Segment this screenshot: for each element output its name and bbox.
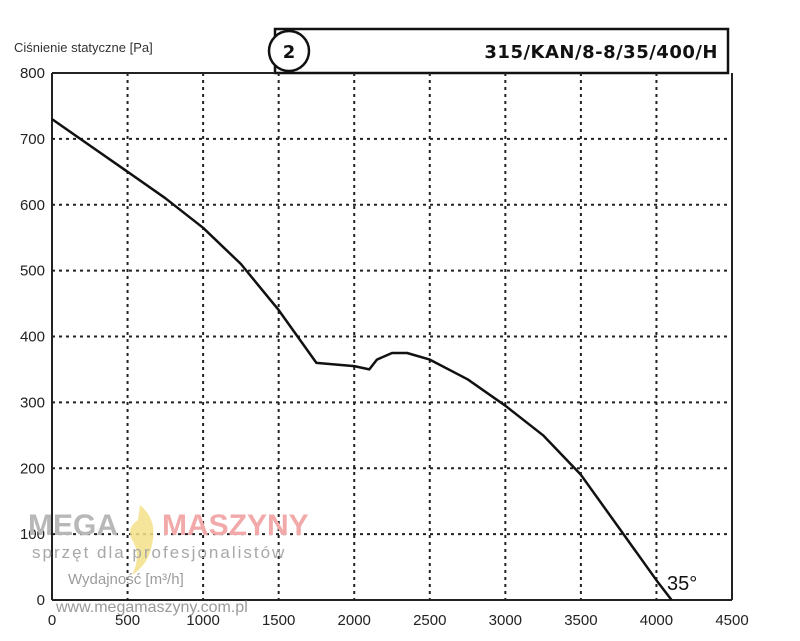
model-number-circle <box>267 29 311 73</box>
watermark-flame-icon <box>130 505 154 575</box>
y-tick-label: 300 <box>20 394 45 411</box>
watermark-brand-left: MEGA <box>28 509 118 542</box>
x-axis-title: Wydajność [m³/h] <box>68 571 184 588</box>
x-tick-label: 1000 <box>186 612 219 629</box>
axes <box>51 72 733 601</box>
x-tick-labels: 0 500 1000 1500 2000 2500 3000 3500 4000 4500 <box>48 612 749 629</box>
y-tick-label: 800 <box>20 65 45 82</box>
y-tick-labels: 0 100 200 300 400 500 600 700 800 <box>20 65 45 609</box>
x-tick-label: 2000 <box>338 612 371 629</box>
model-number: 2 <box>283 42 296 63</box>
x-tick-label: 2500 <box>413 612 446 629</box>
y-tick-label: 500 <box>20 263 45 280</box>
x-tick-label: 4000 <box>640 612 673 629</box>
watermark-url: www.megamaszyny.com.pl <box>55 599 248 616</box>
y-tick-label: 200 <box>20 460 45 477</box>
x-tick-label: 4500 <box>715 612 748 629</box>
x-tick-label: 3000 <box>489 612 522 629</box>
y-tick-label: 700 <box>20 131 45 148</box>
x-tick-label: 3500 <box>564 612 597 629</box>
y-axis-title: Ciśnienie statyczne [Pa] <box>14 40 153 55</box>
x-tick-label: 0 <box>48 612 56 629</box>
y-tick-label: 400 <box>20 329 45 346</box>
series-label: 35° <box>667 573 697 595</box>
y-tick-label: 0 <box>37 592 45 609</box>
watermark-brand-right: MASZYNY <box>162 509 309 542</box>
series-line <box>51 118 673 601</box>
model-name: 315/KAN/8-8/35/400/H <box>484 42 718 63</box>
x-tick-label: 1500 <box>262 612 295 629</box>
model-badge: 2 315/KAN/8-8/35/400/H <box>267 27 730 75</box>
watermark-tagline: sprzęt dla profesjonalistów <box>32 543 286 562</box>
x-tick-label: 500 <box>115 612 140 629</box>
grid-lines <box>52 73 732 600</box>
series-group <box>51 118 673 601</box>
y-tick-label: 100 <box>20 526 45 543</box>
watermark: MEGA MASZYNY sprzęt dla profesjonalistów… <box>28 505 309 616</box>
y-tick-label: 600 <box>20 197 45 214</box>
